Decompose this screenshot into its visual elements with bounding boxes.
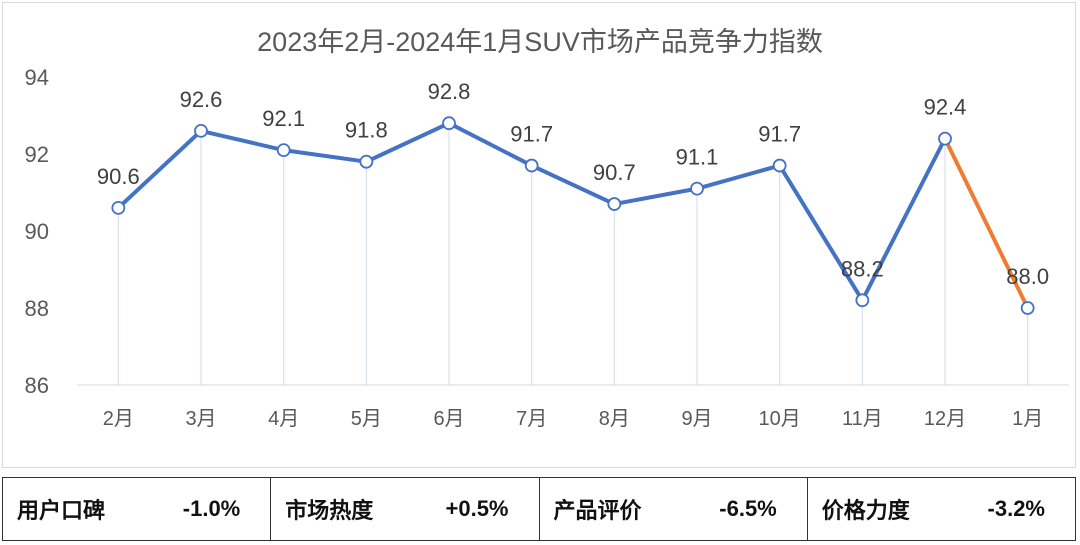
x-axis-ticks: 2月 3月 4月 5月 6月 7月 8月 9月 10月 11月 12月 1月: [103, 408, 1043, 430]
data-point: [524, 158, 539, 173]
chart-title: 2023年2月-2024年1月SUV市场产品竞争力指数: [257, 27, 823, 57]
data-label: 91.8: [345, 118, 388, 143]
data-point: [1020, 301, 1035, 315]
y-axis-ticks: 86 88 90 92 94: [25, 65, 49, 398]
data-label: 92.8: [428, 79, 471, 104]
metric-price-strength: 价格力度 -3.2%: [808, 478, 1075, 540]
series-segment: [447, 121, 534, 168]
metric-product-rating: 产品评价 -6.5%: [540, 478, 808, 540]
metric-market-heat: 市场热度 +0.5%: [271, 478, 540, 540]
x-tick-label: 6月: [433, 408, 464, 430]
data-labels: 90.6 92.6 92.1 91.8 92.8 91.7 90.7 91.1 91.7 88.2…: [97, 79, 1049, 289]
metric-value: -3.2%: [987, 496, 1045, 521]
series-segment: [860, 136, 947, 303]
y-tick-label: 92: [25, 142, 49, 167]
data-label: 90.7: [593, 160, 636, 185]
data-point: [607, 197, 622, 211]
y-tick-label: 88: [25, 296, 49, 321]
data-label: 91.7: [758, 122, 801, 147]
series-segment: [529, 163, 617, 207]
y-tick-label: 94: [25, 65, 49, 90]
x-tick-label: 12月: [924, 408, 966, 430]
x-tick-label: 2月: [103, 408, 134, 430]
data-point: [276, 143, 291, 158]
data-label: 90.6: [97, 164, 140, 189]
data-label: 92.6: [180, 87, 223, 112]
series-segment: [116, 128, 203, 210]
series-segment: [695, 163, 782, 191]
x-tick-label: 3月: [185, 408, 216, 430]
metric-value: -1.0%: [182, 496, 241, 521]
data-point: [442, 116, 456, 131]
series-segment: [612, 186, 699, 207]
x-tick-label: 1月: [1012, 408, 1043, 430]
data-point: [855, 293, 870, 308]
metric-name: 市场热度: [285, 498, 374, 523]
data-point: [772, 158, 787, 173]
data-point: [690, 181, 704, 196]
metric-value: +0.5%: [445, 496, 509, 521]
data-label: 88.2: [841, 256, 884, 281]
metric-user-reviews: 用户口碑 -1.0%: [3, 478, 272, 540]
series-segment: [364, 121, 451, 164]
x-tick-label: 4月: [268, 408, 299, 430]
data-label: 88.0: [1006, 264, 1049, 289]
line-chart: 2023年2月-2024年1月SUV市场产品竞争力指数 86 88 90 92 94 2…: [25, 27, 1069, 430]
series-segment: [281, 148, 369, 164]
metric-value: -6.5%: [719, 496, 777, 521]
y-tick-label: 90: [25, 219, 49, 244]
data-label: 91.1: [676, 145, 719, 170]
series-segment: [199, 128, 286, 153]
drop-lines: [117, 123, 1029, 385]
metric-name: 价格力度: [821, 498, 910, 523]
series-segment: [943, 136, 1030, 310]
data-label: 91.7: [510, 122, 553, 147]
x-tick-label: 11月: [842, 408, 883, 430]
x-tick-label: 5月: [351, 408, 382, 430]
data-point: [194, 124, 208, 138]
data-point: [111, 200, 126, 215]
x-tick-label: 9月: [681, 408, 712, 430]
data-label: 92.4: [924, 95, 967, 120]
x-tick-label: 8月: [599, 408, 630, 430]
chart-container: 2023年2月-2024年1月SUV市场产品竞争力指数 86 88 90 92 94 2…: [2, 2, 1076, 468]
series-line: [116, 121, 1030, 310]
data-label: 92.1: [262, 106, 305, 131]
metric-name: 用户口碑: [17, 498, 106, 523]
y-tick-label: 86: [25, 373, 49, 398]
x-tick-label: 10月: [759, 408, 801, 430]
data-points: [111, 116, 1035, 315]
data-point: [938, 131, 952, 146]
metrics-bar: 用户口碑 -1.0% 市场热度 +0.5% 产品评价 -6.5% 价格力度 -3…: [2, 477, 1076, 541]
metric-name: 产品评价: [553, 498, 642, 523]
data-point: [359, 154, 374, 169]
x-tick-label: 7月: [516, 408, 547, 430]
series-segment: [777, 163, 865, 303]
